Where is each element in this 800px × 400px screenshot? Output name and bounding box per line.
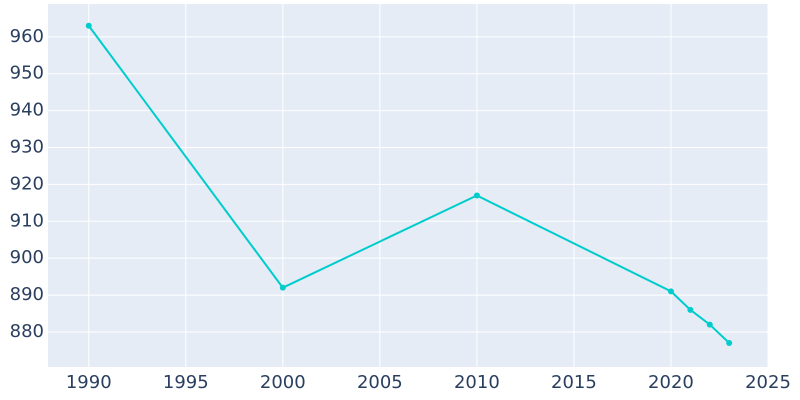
x-tick-label: 2005 [357, 372, 403, 393]
y-tick-label: 880 [10, 321, 44, 342]
y-tick-label: 920 [10, 173, 44, 194]
marker [706, 321, 713, 328]
x-tick-label: 2010 [454, 372, 500, 393]
y-tick-label: 940 [10, 100, 44, 121]
x-tick-label: 2020 [648, 372, 694, 393]
x-tick-label: 2000 [260, 372, 306, 393]
marker [667, 288, 674, 295]
y-tick-label: 910 [10, 210, 44, 231]
y-tick-label: 960 [10, 26, 44, 47]
marker [85, 22, 92, 29]
marker [726, 340, 733, 347]
x-tick-label: 2015 [551, 372, 597, 393]
y-tick-label: 900 [10, 247, 44, 268]
marker [279, 284, 286, 291]
y-tick-label: 890 [10, 284, 44, 305]
marker [473, 192, 480, 199]
x-tick-label: 1995 [163, 372, 209, 393]
y-tick-label: 950 [10, 63, 44, 84]
y-tick-label: 930 [10, 137, 44, 158]
x-tick-label: 1990 [66, 372, 112, 393]
plot-area [48, 4, 768, 367]
x-tick-label: 2025 [745, 372, 791, 393]
marker [687, 306, 694, 313]
